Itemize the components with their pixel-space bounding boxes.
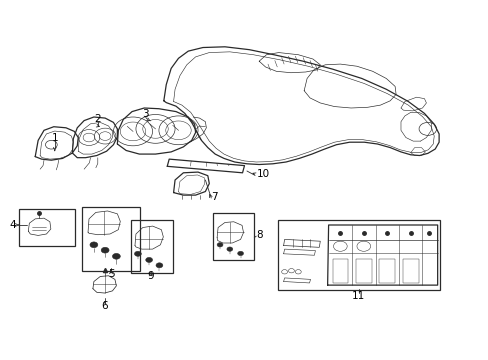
Text: 4: 4 — [9, 220, 16, 230]
Text: 9: 9 — [147, 271, 154, 282]
Text: 3: 3 — [142, 109, 149, 120]
Bar — [82, 207, 140, 271]
Circle shape — [156, 263, 163, 268]
Text: 7: 7 — [211, 192, 218, 202]
Bar — [379, 259, 394, 283]
Bar — [355, 259, 371, 283]
Text: 11: 11 — [351, 291, 365, 301]
Circle shape — [90, 242, 98, 248]
Bar — [131, 220, 172, 273]
Text: 8: 8 — [256, 230, 263, 240]
Circle shape — [112, 253, 120, 259]
Circle shape — [145, 257, 152, 262]
Circle shape — [134, 251, 141, 256]
Bar — [212, 213, 254, 260]
Text: 1: 1 — [51, 132, 58, 143]
Circle shape — [237, 251, 243, 256]
Bar — [19, 209, 75, 246]
Text: 5: 5 — [107, 269, 114, 279]
Bar — [402, 259, 418, 283]
Circle shape — [217, 243, 223, 247]
Text: 2: 2 — [94, 114, 101, 124]
Circle shape — [226, 247, 232, 251]
Bar — [277, 220, 439, 290]
Text: 6: 6 — [101, 301, 108, 311]
Text: 10: 10 — [256, 169, 269, 179]
Circle shape — [101, 247, 109, 253]
Bar — [332, 259, 347, 283]
